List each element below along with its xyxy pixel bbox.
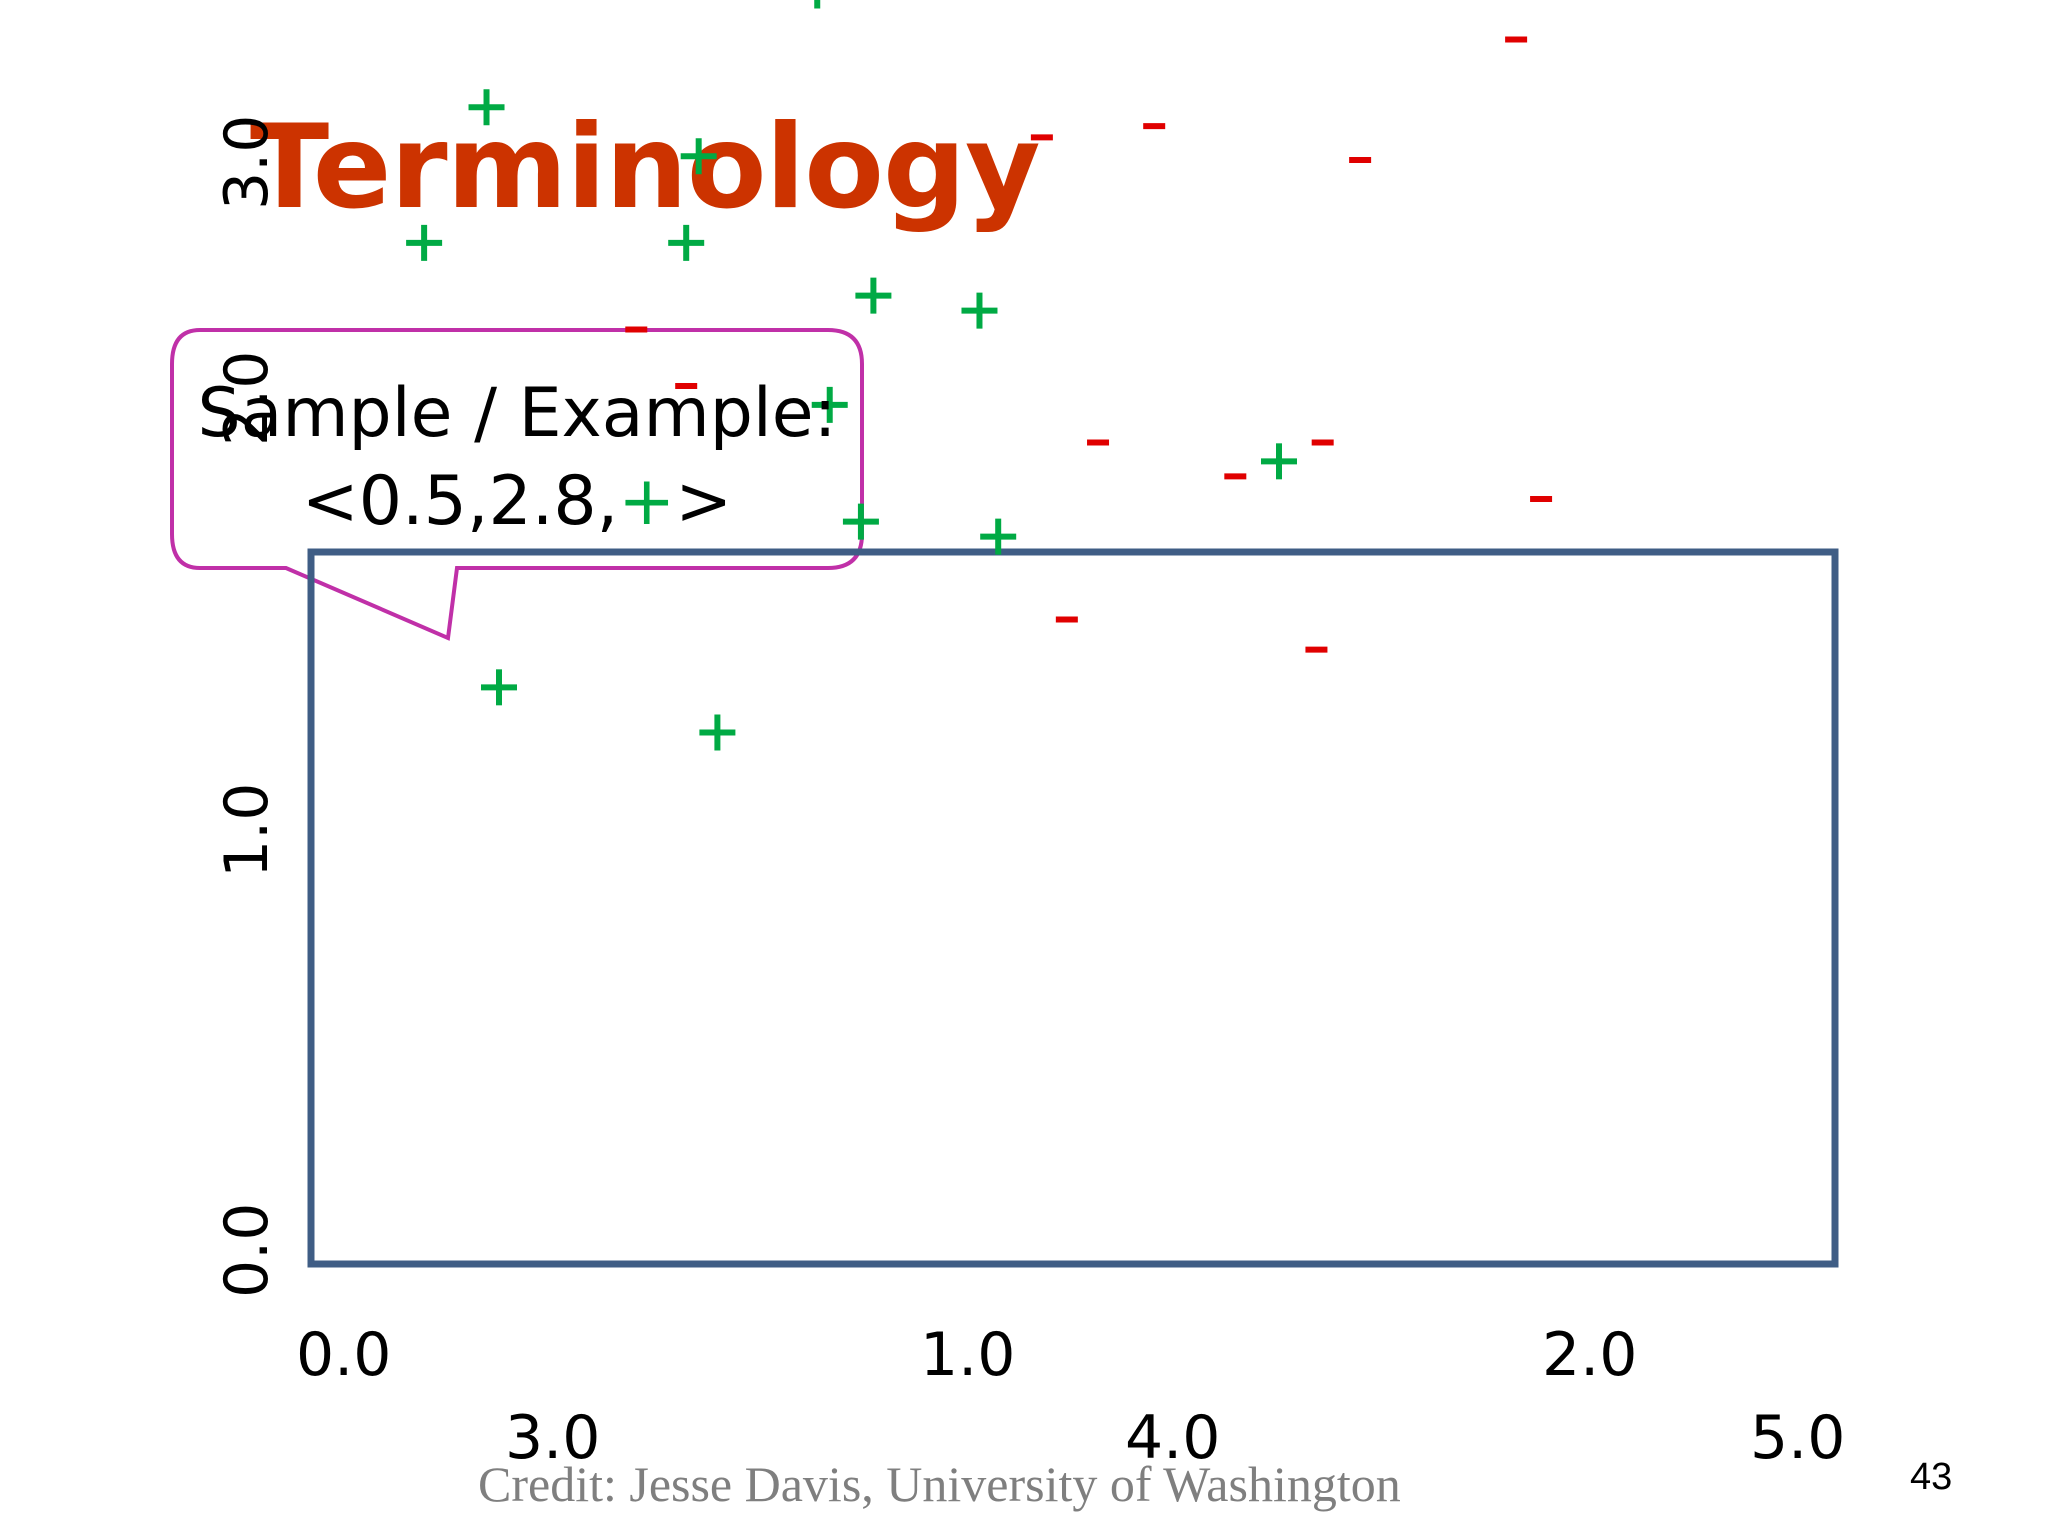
x-tick-label: 3.0	[505, 1403, 601, 1473]
plot-frame	[307, 548, 1839, 1268]
x-tick-label: 1.0	[920, 1320, 1016, 1390]
y-tick-label: 1.0	[212, 782, 282, 878]
callout-line2: <0.5,2.8,+>	[172, 458, 862, 546]
positive-point-15	[699, 714, 736, 751]
callout-text: Sample / Example: <0.5,2.8,+>	[172, 370, 862, 546]
positive-point-12	[842, 503, 879, 540]
positive-point-14	[481, 669, 517, 706]
positive-point-1	[680, 138, 717, 175]
y-tick-label: 3.0	[212, 114, 282, 210]
positive-point-9	[961, 292, 998, 329]
positive-point-13	[980, 518, 1017, 555]
positive-point-10	[811, 386, 848, 423]
callout-bubble	[170, 328, 864, 641]
x-tick-label: 0.0	[296, 1320, 392, 1390]
points-layer	[406, 0, 1553, 751]
positive-point-2	[814, 0, 821, 9]
callout-prefix: <0.5,2.8,	[301, 462, 619, 541]
positive-point-11	[1261, 443, 1297, 480]
positive-point-8	[855, 277, 892, 314]
callout-suffix: >	[675, 462, 733, 541]
positive-point-0	[468, 89, 505, 126]
x-tick-label: 2.0	[1542, 1320, 1638, 1390]
positive-point-7	[668, 224, 705, 261]
x-tick-label: 5.0	[1750, 1403, 1846, 1473]
y-tick-label: 0.0	[212, 1202, 282, 1298]
callout-line1: Sample / Example:	[197, 374, 837, 453]
positive-point-6	[406, 224, 443, 261]
x-tick-label: 4.0	[1125, 1403, 1221, 1473]
callout-label: +	[618, 462, 676, 541]
page-number: 43	[1910, 1456, 1953, 1498]
slide-title: Terminology	[250, 100, 1041, 235]
y-tick-label: 2.0	[212, 350, 282, 446]
credit-line: Credit: Jesse Davis, University of Washi…	[478, 1456, 1401, 1512]
